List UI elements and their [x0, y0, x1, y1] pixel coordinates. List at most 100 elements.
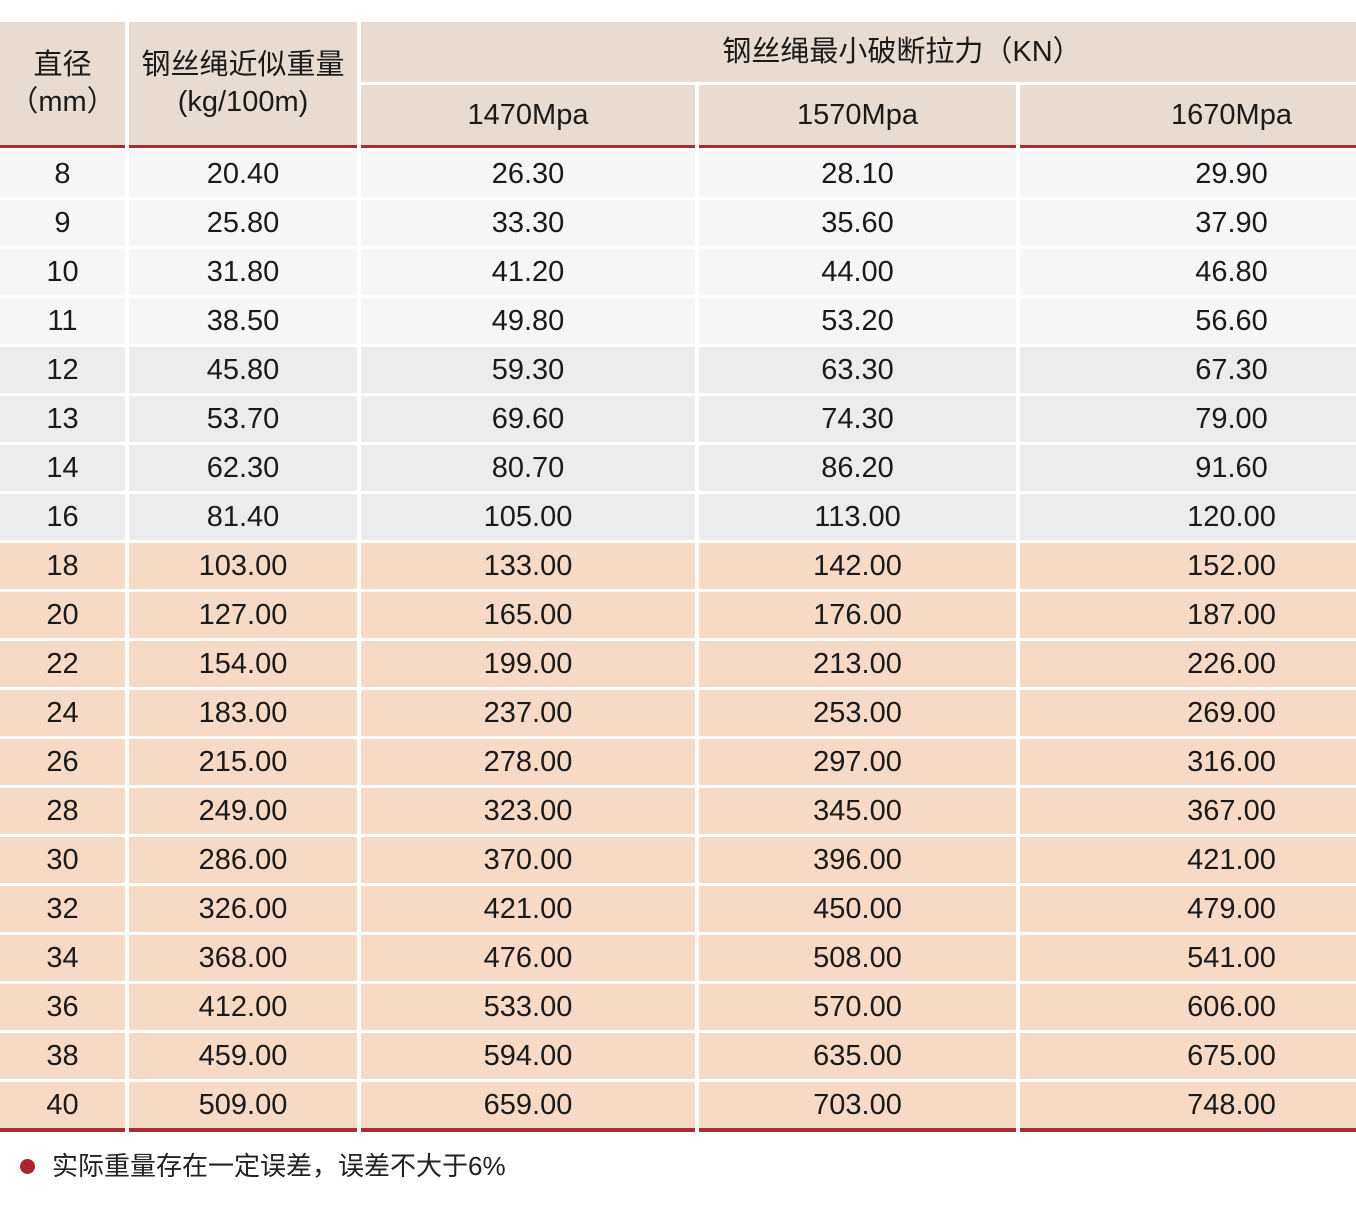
- cell-kn-1670: 152.00: [1020, 543, 1356, 589]
- cell-weight: 412.00: [129, 984, 357, 1030]
- cell-kn-1570: 74.30: [699, 396, 1016, 442]
- spec-table-viewport: 直径 （mm） 钢丝绳近似重量 (kg/100m) 钢丝绳最小破断拉力（KN） …: [0, 19, 1356, 1135]
- cell-kn-1470: 41.20: [361, 249, 695, 295]
- table-row: 28 249.00 323.00 345.00 367.00: [0, 788, 1356, 834]
- cell-kn-1670: 187.00: [1020, 592, 1356, 638]
- cell-kn-1670: 421.00: [1020, 837, 1356, 883]
- table-row: 12 45.80 59.30 63.30 67.30: [0, 347, 1356, 393]
- cell-kn-1470: 237.00: [361, 690, 695, 736]
- cell-diameter: 22: [0, 641, 125, 687]
- header-1570mpa: 1570Mpa: [699, 85, 1016, 148]
- table-row: 24 183.00 237.00 253.00 269.00: [0, 690, 1356, 736]
- cell-weight: 459.00: [129, 1033, 357, 1079]
- table-row: 16 81.40 105.00 113.00 120.00: [0, 494, 1356, 540]
- header-1670mpa: 1670Mpa: [1020, 85, 1356, 148]
- cell-kn-1570: 113.00: [699, 494, 1016, 540]
- cell-kn-1570: 28.10: [699, 151, 1016, 197]
- cell-diameter: 11: [0, 298, 125, 344]
- cell-weight: 38.50: [129, 298, 357, 344]
- cell-weight: 215.00: [129, 739, 357, 785]
- table-row: 13 53.70 69.60 74.30 79.00: [0, 396, 1356, 442]
- table-row: 40 509.00 659.00 703.00 748.00: [0, 1082, 1356, 1132]
- table-row: 36 412.00 533.00 570.00 606.00: [0, 984, 1356, 1030]
- cell-kn-1570: 703.00: [699, 1082, 1016, 1132]
- table-row: 14 62.30 80.70 86.20 91.60: [0, 445, 1356, 491]
- cell-diameter: 9: [0, 200, 125, 246]
- table-row: 34 368.00 476.00 508.00 541.00: [0, 935, 1356, 981]
- cell-kn-1470: 165.00: [361, 592, 695, 638]
- cell-kn-1470: 49.80: [361, 298, 695, 344]
- cell-diameter: 26: [0, 739, 125, 785]
- header-weight-line2: (kg/100m): [177, 85, 309, 118]
- cell-weight: 31.80: [129, 249, 357, 295]
- cell-diameter: 13: [0, 396, 125, 442]
- table-row: 26 215.00 278.00 297.00 316.00: [0, 739, 1356, 785]
- cell-weight: 20.40: [129, 151, 357, 197]
- cell-weight: 62.30: [129, 445, 357, 491]
- cell-weight: 103.00: [129, 543, 357, 589]
- cell-kn-1570: 345.00: [699, 788, 1016, 834]
- cell-weight: 286.00: [129, 837, 357, 883]
- cell-diameter: 36: [0, 984, 125, 1030]
- table-row: 32 326.00 421.00 450.00 479.00: [0, 886, 1356, 932]
- header-diameter-line2: （mm）: [9, 85, 116, 118]
- cell-weight: 154.00: [129, 641, 357, 687]
- cell-weight: 368.00: [129, 935, 357, 981]
- table-row: 11 38.50 49.80 53.20 56.60: [0, 298, 1356, 344]
- table-row: 38 459.00 594.00 635.00 675.00: [0, 1033, 1356, 1079]
- cell-kn-1670: 29.90: [1020, 151, 1356, 197]
- cell-diameter: 14: [0, 445, 125, 491]
- table-row: 10 31.80 41.20 44.00 46.80: [0, 249, 1356, 295]
- cell-kn-1470: 533.00: [361, 984, 695, 1030]
- cell-kn-1470: 659.00: [361, 1082, 695, 1132]
- cell-kn-1570: 396.00: [699, 837, 1016, 883]
- cell-kn-1670: 79.00: [1020, 396, 1356, 442]
- cell-weight: 25.80: [129, 200, 357, 246]
- cell-kn-1670: 67.30: [1020, 347, 1356, 393]
- header-diameter: 直径 （mm）: [0, 22, 125, 148]
- cell-kn-1670: 37.90: [1020, 200, 1356, 246]
- cell-kn-1570: 142.00: [699, 543, 1016, 589]
- cell-weight: 509.00: [129, 1082, 357, 1132]
- cell-kn-1670: 675.00: [1020, 1033, 1356, 1079]
- cell-kn-1470: 33.30: [361, 200, 695, 246]
- cell-diameter: 24: [0, 690, 125, 736]
- table-row: 8 20.40 26.30 28.10 29.90: [0, 151, 1356, 197]
- cell-kn-1570: 86.20: [699, 445, 1016, 491]
- cell-kn-1470: 278.00: [361, 739, 695, 785]
- table-row: 20 127.00 165.00 176.00 187.00: [0, 592, 1356, 638]
- cell-kn-1570: 297.00: [699, 739, 1016, 785]
- cell-diameter: 40: [0, 1082, 125, 1132]
- cell-kn-1670: 606.00: [1020, 984, 1356, 1030]
- cell-weight: 183.00: [129, 690, 357, 736]
- header-diameter-line1: 直径: [33, 48, 92, 81]
- cell-kn-1470: 133.00: [361, 543, 695, 589]
- cell-kn-1470: 370.00: [361, 837, 695, 883]
- wire-rope-spec-table: 直径 （mm） 钢丝绳近似重量 (kg/100m) 钢丝绳最小破断拉力（KN） …: [0, 19, 1356, 1135]
- cell-kn-1670: 479.00: [1020, 886, 1356, 932]
- table-row: 9 25.80 33.30 35.60 37.90: [0, 200, 1356, 246]
- cell-kn-1670: 91.60: [1020, 445, 1356, 491]
- cell-kn-1570: 44.00: [699, 249, 1016, 295]
- cell-kn-1670: 56.60: [1020, 298, 1356, 344]
- cell-kn-1570: 53.20: [699, 298, 1016, 344]
- cell-diameter: 20: [0, 592, 125, 638]
- cell-kn-1470: 59.30: [361, 347, 695, 393]
- cell-kn-1570: 570.00: [699, 984, 1016, 1030]
- cell-kn-1470: 80.70: [361, 445, 695, 491]
- cell-kn-1570: 213.00: [699, 641, 1016, 687]
- cell-kn-1470: 594.00: [361, 1033, 695, 1079]
- cell-kn-1570: 176.00: [699, 592, 1016, 638]
- table-header: 直径 （mm） 钢丝绳近似重量 (kg/100m) 钢丝绳最小破断拉力（KN） …: [0, 22, 1356, 148]
- cell-kn-1670: 748.00: [1020, 1082, 1356, 1132]
- header-weight-line1: 钢丝绳近似重量: [141, 48, 345, 81]
- cell-diameter: 34: [0, 935, 125, 981]
- footnote-text: 实际重量存在一定误差，误差不大于6%: [52, 1151, 506, 1181]
- cell-kn-1570: 450.00: [699, 886, 1016, 932]
- table-row: 18 103.00 133.00 142.00 152.00: [0, 543, 1356, 589]
- cell-kn-1570: 63.30: [699, 347, 1016, 393]
- cell-kn-1470: 476.00: [361, 935, 695, 981]
- cell-diameter: 30: [0, 837, 125, 883]
- cell-kn-1670: 316.00: [1020, 739, 1356, 785]
- cell-diameter: 12: [0, 347, 125, 393]
